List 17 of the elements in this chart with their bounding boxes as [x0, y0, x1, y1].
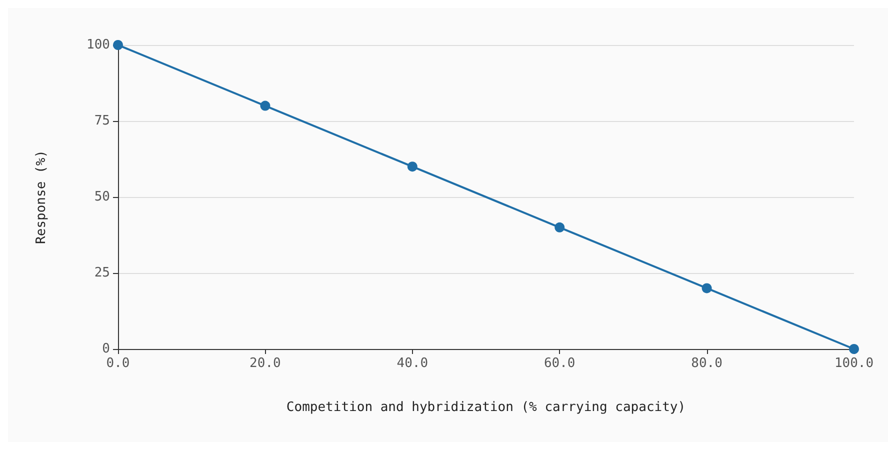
x-tick-label: 20.0: [250, 356, 281, 371]
x-tick-label: 40.0: [396, 356, 428, 371]
x-axis-title: Competition and hybridization (% carrying capacity): [286, 400, 686, 415]
point: [702, 283, 712, 294]
y-tick-label: 25: [94, 266, 110, 280]
point: [260, 100, 270, 111]
point: [407, 162, 418, 172]
x-tick-label: 80.0: [691, 356, 722, 371]
y-tick-label: 100: [86, 38, 110, 52]
point: [554, 222, 565, 232]
y-tick-label: 50: [94, 190, 110, 204]
x-tick-label: 0.0: [106, 356, 130, 371]
y-axis-title: Response (%): [34, 150, 49, 244]
y-tick-label: 0: [102, 342, 110, 356]
x-tick-label: 60.0: [544, 356, 576, 371]
y-tick-label: 75: [94, 114, 110, 128]
x-tick-label: 100.0: [834, 356, 874, 371]
